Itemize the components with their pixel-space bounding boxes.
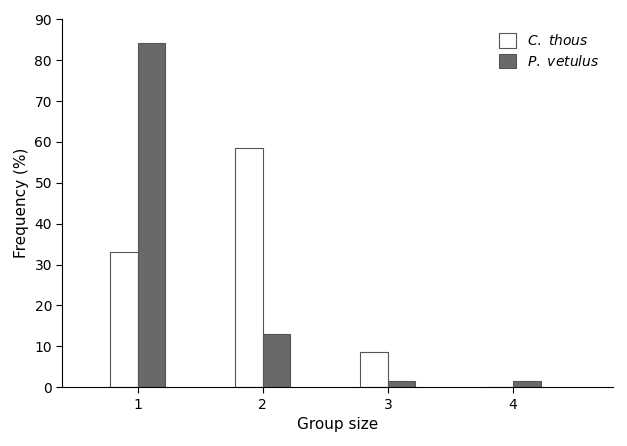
- Bar: [110, 252, 137, 387]
- Bar: [361, 352, 388, 387]
- Bar: [388, 381, 415, 387]
- Y-axis label: Frequency (%): Frequency (%): [14, 148, 29, 258]
- Bar: [513, 381, 540, 387]
- Bar: [263, 334, 290, 387]
- Bar: [137, 44, 165, 387]
- X-axis label: Group size: Group size: [297, 417, 379, 432]
- Bar: [235, 148, 263, 387]
- Legend: $\it{C.}$ $\it{thous}$, $\it{P.}$ $\it{vetulus}$: $\it{C.}$ $\it{thous}$, $\it{P.}$ $\it{v…: [492, 26, 606, 76]
